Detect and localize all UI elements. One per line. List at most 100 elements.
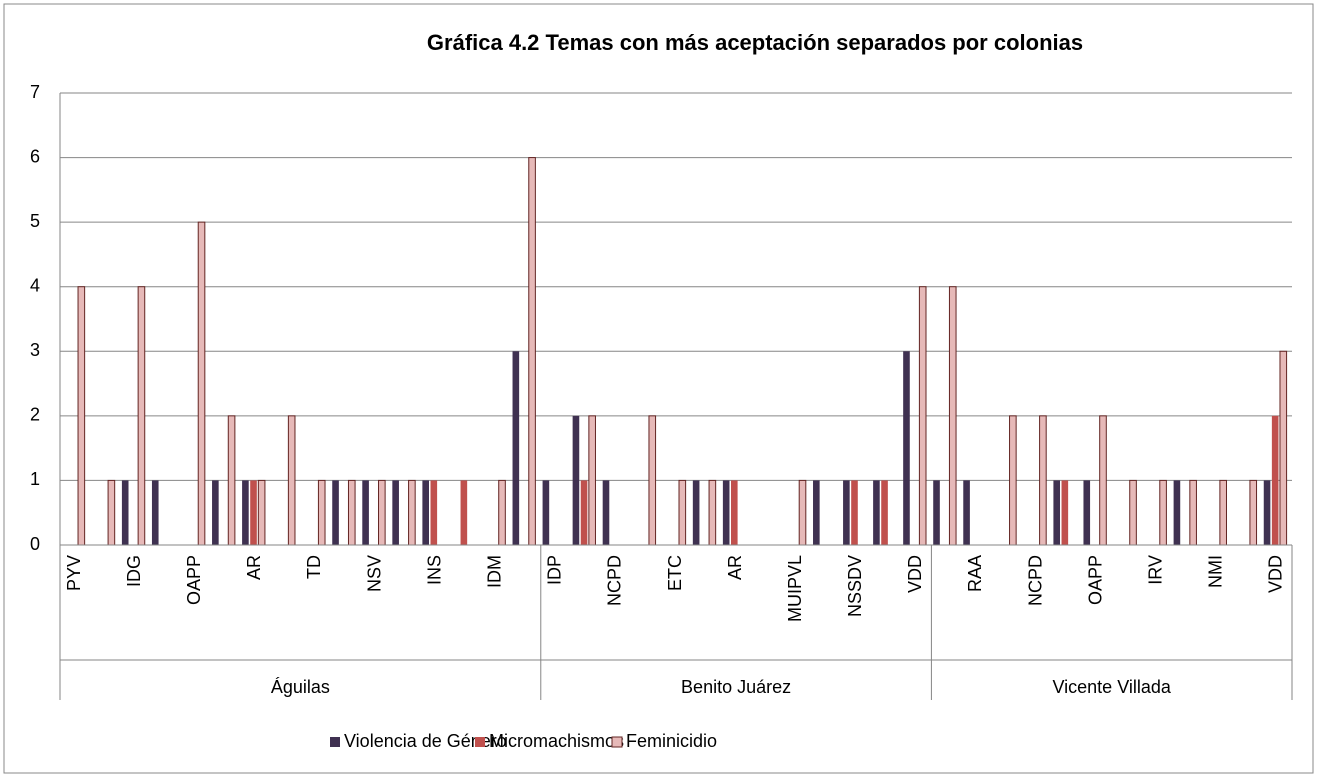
x-tick-label: VDD	[905, 555, 925, 593]
bar	[250, 480, 257, 545]
bar	[257, 479, 266, 546]
bar	[648, 415, 657, 546]
bar	[572, 415, 580, 545]
bar	[933, 480, 940, 545]
group-label: Águilas	[271, 677, 330, 697]
y-tick-label: 0	[30, 534, 40, 554]
bar	[963, 480, 970, 545]
group-label: Vicente Villada	[1052, 677, 1171, 697]
bar	[422, 480, 429, 545]
x-tick-label: IDM	[484, 555, 504, 588]
bar	[512, 351, 520, 545]
y-tick-label: 4	[30, 275, 40, 295]
bar	[287, 415, 296, 546]
bar	[1263, 480, 1271, 545]
x-tick-label: PYV	[64, 555, 84, 591]
bar	[460, 480, 468, 545]
bar	[602, 480, 610, 545]
legend-label: Feminicidio	[626, 731, 717, 751]
x-tick-label: AR	[725, 555, 745, 580]
x-tick-label: NCPD	[605, 555, 625, 606]
bar	[851, 480, 858, 545]
x-tick-label: RAA	[965, 555, 985, 592]
x-tick-label: NSSDV	[845, 555, 865, 617]
bar	[242, 480, 249, 545]
bar	[881, 480, 888, 545]
y-tick-label: 7	[30, 82, 40, 102]
bar	[1189, 479, 1197, 546]
x-tick-label: NMI	[1206, 555, 1226, 588]
x-tick-label: IDP	[545, 555, 565, 585]
x-tick-label: TD	[304, 555, 324, 579]
bar	[692, 480, 700, 545]
bar	[408, 479, 416, 546]
bar	[1279, 350, 1288, 546]
legend-label: Micromachismos	[489, 731, 624, 751]
x-tick-label: NCPD	[1025, 555, 1045, 606]
bar	[227, 415, 236, 546]
bar	[77, 286, 86, 546]
bar	[430, 480, 438, 545]
bar	[1249, 479, 1258, 546]
bar	[212, 480, 219, 545]
bar	[798, 479, 807, 546]
chart-title: Gráfica 4.2 Temas con más aceptación sep…	[427, 30, 1083, 55]
bar	[1039, 415, 1047, 546]
bar	[392, 480, 399, 545]
bar	[708, 479, 717, 546]
bar	[378, 479, 386, 546]
bar	[151, 480, 159, 545]
y-tick-label: 2	[30, 405, 40, 425]
bar	[722, 480, 730, 545]
x-tick-label: AR	[244, 555, 264, 580]
x-tick-label: VDD	[1266, 555, 1286, 593]
x-tick-label: MUIPVL	[785, 555, 805, 622]
y-tick-label: 5	[30, 211, 40, 231]
legend-label: Violencia de Género	[344, 731, 507, 751]
bar	[1099, 415, 1107, 546]
chart-border	[3, 3, 1314, 774]
bar	[813, 480, 820, 545]
bar	[197, 221, 206, 546]
bar	[903, 351, 910, 545]
bar	[1271, 415, 1279, 545]
x-tick-label: IRV	[1146, 555, 1166, 585]
x-tick-label: INS	[424, 555, 444, 585]
y-tick-label: 6	[30, 146, 40, 166]
bar	[580, 480, 588, 545]
bar	[542, 480, 550, 545]
bar	[1061, 480, 1069, 545]
bar	[843, 480, 850, 545]
bar	[528, 157, 536, 546]
bar	[347, 479, 356, 546]
x-tick-label: OAPP	[184, 555, 204, 605]
x-tick-label: NSV	[364, 555, 384, 592]
x-tick-label: OAPP	[1085, 555, 1105, 605]
bar	[918, 286, 927, 546]
bar	[588, 415, 596, 546]
bar	[317, 479, 326, 546]
legend-swatch	[611, 736, 623, 748]
legend-swatch	[330, 737, 340, 747]
bar	[362, 480, 369, 545]
bar	[730, 480, 738, 545]
x-tick-label: IDG	[124, 555, 144, 587]
bar	[873, 480, 880, 545]
bar	[1129, 479, 1137, 546]
bar	[678, 479, 687, 546]
bar	[1053, 480, 1061, 545]
y-tick-label: 1	[30, 469, 40, 489]
bar	[1219, 479, 1227, 546]
bar	[1083, 480, 1091, 545]
bar	[498, 479, 506, 546]
bar	[332, 480, 339, 545]
y-tick-label: 3	[30, 340, 40, 360]
bar	[948, 286, 957, 546]
bar	[121, 480, 129, 545]
bar	[137, 286, 146, 546]
bar	[1009, 415, 1017, 546]
bar	[107, 479, 116, 546]
bar	[1173, 480, 1181, 545]
legend-swatch	[475, 737, 485, 747]
